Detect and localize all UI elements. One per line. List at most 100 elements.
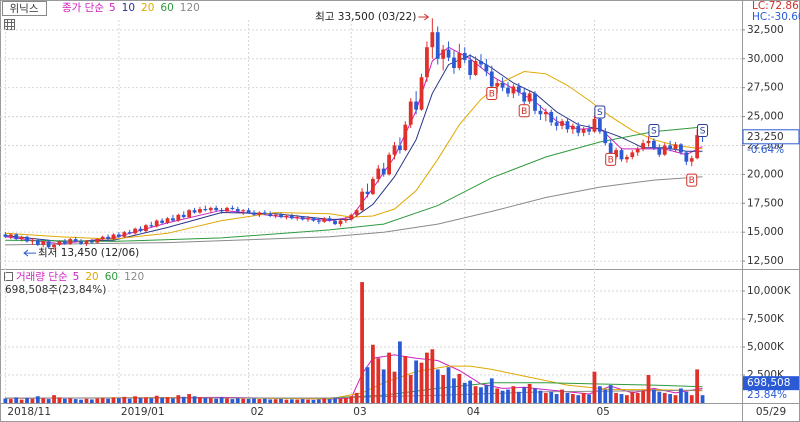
volume-bar <box>516 391 521 403</box>
volume-bar <box>333 398 337 403</box>
legend-entry: 5 <box>109 2 116 14</box>
candle-body <box>360 191 364 211</box>
volume-bar <box>630 391 635 403</box>
candle-body <box>500 83 505 88</box>
volume-bar <box>414 360 419 403</box>
volume-bar <box>500 390 505 403</box>
candle-body <box>100 236 105 240</box>
volume-bar <box>419 362 424 403</box>
candle-body <box>381 168 386 175</box>
volume-bar <box>565 392 570 403</box>
icon-box <box>4 272 13 281</box>
legend-entry: 120 <box>124 271 144 283</box>
volume-bar <box>343 397 348 403</box>
x-tick-label: 05 <box>596 406 609 418</box>
candle-body <box>425 47 429 78</box>
candle-body <box>376 168 381 179</box>
y-tick-label: 25,000 <box>747 111 784 123</box>
volume-bar <box>25 397 29 403</box>
volume-bar <box>527 383 532 403</box>
candle-body <box>333 220 337 225</box>
volume-bar <box>473 386 478 403</box>
candle-body <box>560 121 564 126</box>
signal-box <box>594 105 606 119</box>
volume-bar <box>646 375 651 403</box>
candle-body <box>398 145 402 151</box>
volume-ratio: 23.84% <box>747 389 787 401</box>
volume-bar <box>262 398 267 403</box>
candle-body <box>219 210 224 212</box>
volume-icon[interactable] <box>4 272 13 281</box>
price-change: -0.64% <box>747 144 784 156</box>
stock-name: 위닉스 <box>10 2 39 15</box>
volume-bar <box>300 399 305 403</box>
volume-bar <box>127 398 132 403</box>
candle-body <box>322 218 327 222</box>
volume-bar <box>8 399 13 403</box>
volume-bar <box>279 398 283 403</box>
volume-bar <box>468 380 473 403</box>
candle-body <box>349 214 354 220</box>
volume-bar <box>41 398 46 403</box>
volume-bar <box>619 394 624 403</box>
high-annotation: 최고 33,500 (03/22) <box>315 11 416 23</box>
candle-body <box>176 214 181 221</box>
candle-body <box>241 210 246 212</box>
candle-body <box>257 212 262 215</box>
volume-bar <box>338 398 343 403</box>
volume-bar <box>165 397 170 403</box>
volume-bar <box>138 397 143 403</box>
candle-body <box>144 225 148 232</box>
volume-bar <box>176 395 181 403</box>
x-tick-label: 2018/11 <box>7 406 51 418</box>
volume-bar <box>576 395 581 403</box>
volume-bar <box>570 394 575 403</box>
last-volume-box <box>743 376 799 391</box>
volume-bar <box>284 399 289 403</box>
volume-bar <box>327 399 332 403</box>
volume-bar <box>95 398 100 403</box>
x-tick-label: 02 <box>251 406 264 418</box>
candle-body <box>192 210 197 213</box>
last-price-box <box>742 129 800 145</box>
volume-bar <box>452 378 456 403</box>
volume-bar <box>181 396 186 403</box>
candle-body <box>181 214 186 218</box>
volume-bar <box>57 397 62 403</box>
candle-body <box>289 215 294 219</box>
candle-body <box>262 212 267 214</box>
volume-bar <box>587 394 591 403</box>
candle-body <box>419 77 424 110</box>
volume-bar <box>657 391 662 403</box>
candle-body <box>457 52 462 69</box>
signal-box <box>605 152 617 166</box>
candle-body <box>635 148 640 153</box>
volume-bar <box>19 399 24 403</box>
volume-bar <box>371 344 375 403</box>
volume-bar <box>446 367 451 403</box>
volume-bar <box>30 398 35 403</box>
volume-bar <box>462 382 467 403</box>
volume-bar <box>203 397 208 403</box>
volume-bar <box>506 389 510 403</box>
volume-bar <box>387 352 391 403</box>
candle-body <box>597 118 602 132</box>
candle-body <box>527 93 532 102</box>
candle-body <box>392 145 397 155</box>
candle-body <box>414 101 419 110</box>
low-arrow <box>23 249 37 257</box>
volume-bar <box>398 341 402 403</box>
candle-body <box>127 232 132 234</box>
candle-body <box>208 207 213 211</box>
stock-name-box[interactable] <box>2 1 47 16</box>
ma-line <box>5 126 703 242</box>
icon-grid <box>4 19 15 30</box>
volume-bar <box>624 395 629 403</box>
volume-bar <box>35 396 40 403</box>
volume-bar <box>668 394 673 403</box>
candle-body <box>149 225 154 227</box>
volume-bar <box>246 398 251 403</box>
volume-bar <box>457 373 462 403</box>
candle-body <box>565 121 570 130</box>
